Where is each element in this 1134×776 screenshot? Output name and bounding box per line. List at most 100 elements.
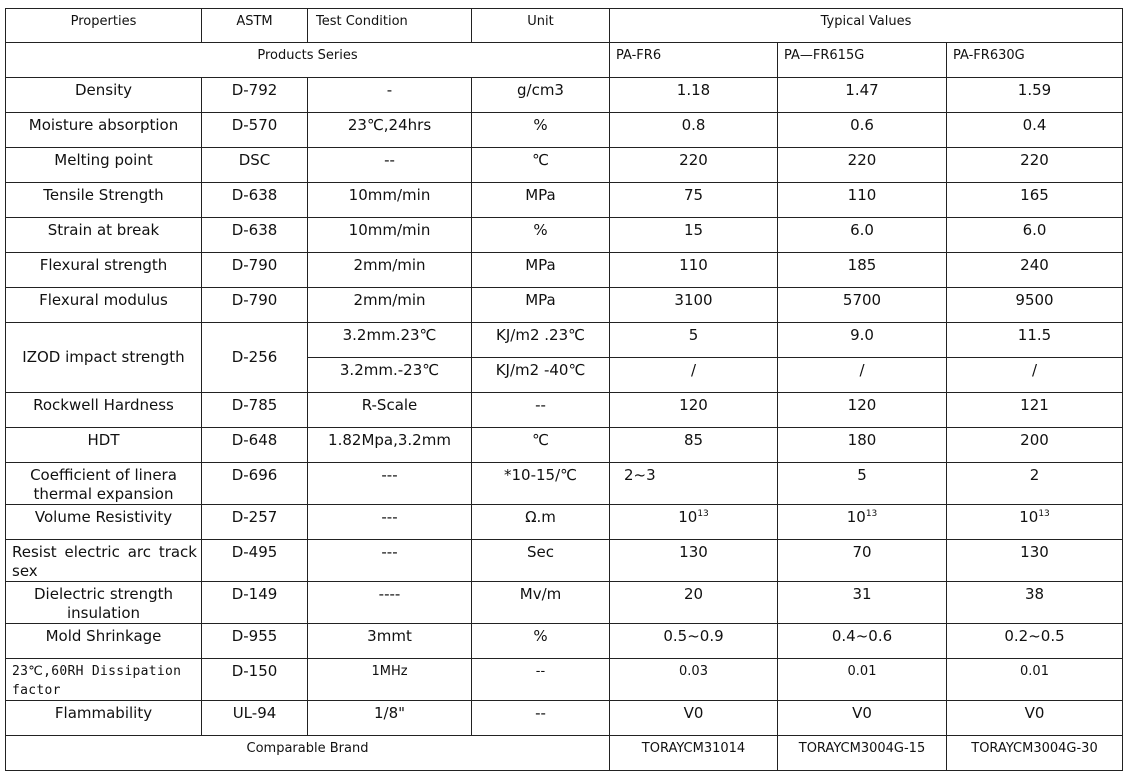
unit: %: [471, 112, 610, 148]
typical-value: 1013: [946, 504, 1123, 540]
value-text: 220: [679, 151, 708, 169]
exponent: 13: [697, 509, 709, 519]
value-text: 2~3: [624, 466, 656, 484]
value-text: 0.01: [1020, 664, 1049, 679]
test-condition: 10mm/min: [307, 182, 472, 218]
value-text: 31: [852, 585, 872, 603]
value-text: 1.47: [845, 81, 879, 99]
test-condition: 1.82Mpa,3.2mm: [307, 427, 472, 463]
header-row: Properties ASTM Test Condition Unit Typi…: [5, 8, 1123, 43]
table-row: Rockwell Hardness D-785 R-Scale -- 120 120 121: [5, 392, 1123, 428]
typical-value: 120: [609, 392, 778, 428]
test-condition: ---: [307, 462, 472, 505]
typical-value: 220: [777, 147, 947, 183]
value-text: 0.4: [1022, 116, 1047, 134]
astm-code: D-638: [201, 182, 308, 218]
value-text: 200: [1020, 431, 1049, 449]
typical-value: 185: [777, 252, 947, 288]
property-name: Tensile Strength: [5, 182, 202, 218]
value-text: 0.8: [681, 116, 706, 134]
value-text: 1.59: [1017, 81, 1052, 99]
property-name: Flammability: [5, 700, 202, 736]
products-series-label: Products Series: [5, 42, 610, 78]
test-condition: ---: [307, 504, 472, 540]
astm-code: D-256: [201, 322, 308, 393]
value-text: 0.2~0.5: [1004, 627, 1065, 645]
test-condition: 3mmt: [307, 623, 472, 659]
value-text: 120: [847, 396, 877, 414]
comparable-brand-value: TORAYCM3004G-30: [946, 735, 1123, 771]
value-text: 0.03: [679, 664, 708, 679]
test-condition: --: [307, 147, 472, 183]
table-row: Comparable Brand TORAYCM31014 TORAYCM3004G…: [5, 735, 1123, 771]
typical-value: 180: [777, 427, 947, 463]
typical-value: 0.5~0.9: [609, 623, 778, 659]
typical-value: 1.47: [777, 77, 947, 113]
unit: MPa: [471, 252, 610, 288]
typical-value: 70: [777, 539, 947, 582]
value-text: V0: [1024, 704, 1045, 722]
value-text: 15: [683, 221, 704, 239]
test-condition: R-Scale: [307, 392, 472, 428]
value-text: 165: [1020, 186, 1049, 204]
properties-table: Properties ASTM Test Condition Unit Typi…: [5, 8, 1123, 771]
typical-value: V0: [946, 700, 1123, 736]
products-series-row: Products Series PA-FR6 PA—FR615G PA-FR63…: [5, 42, 1123, 78]
table-row: Flexural modulus D-790 2mm/min MPa 3100 5700 9…: [5, 287, 1123, 323]
typical-value: 15: [609, 217, 778, 253]
property-name: Density: [5, 77, 202, 113]
table-row: Melting point DSC -- ℃ 220 220 220: [5, 147, 1123, 183]
test-condition: 23℃,24hrs: [307, 112, 472, 148]
unit: --: [471, 658, 610, 701]
unit: MPa: [471, 182, 610, 218]
comparable-brand-value: TORAYCM31014: [609, 735, 778, 771]
typical-value: 20: [609, 581, 778, 624]
typical-value: 0.03: [609, 658, 778, 701]
typical-value: 0.01: [946, 658, 1123, 701]
property-name: Melting point: [5, 147, 202, 183]
header-properties: Properties: [5, 8, 202, 43]
typical-value: V0: [609, 700, 778, 736]
astm-code: D-785: [201, 392, 308, 428]
table-row: Density D-792- g/cm3 1.18 1.47 1.59: [5, 77, 1123, 113]
property-name: Flexural modulus: [5, 287, 202, 323]
astm-code: DSC: [201, 147, 308, 183]
table-row: Resist electric arc track sex D-495 --- Sec…: [5, 539, 1123, 582]
typical-value: 38: [946, 581, 1123, 624]
property-name: Strain at break: [5, 217, 202, 253]
value-text: 75: [683, 186, 704, 204]
value-text: 38: [1024, 585, 1045, 603]
typical-value: 0.01: [777, 658, 947, 701]
table-row: Tensile Strength D-638 10mm/min MPa 75 110 165: [5, 182, 1123, 218]
typical-value: 11.5: [946, 322, 1123, 358]
value-text: 85: [683, 431, 704, 449]
value-text: 6.0: [850, 221, 874, 239]
value-text: 220: [1020, 151, 1049, 169]
test-condition: 2mm/min: [307, 252, 472, 288]
header-typical-values: Typical Values: [609, 8, 1123, 43]
property-name: Flexural strength: [5, 252, 202, 288]
typical-value: 75: [609, 182, 778, 218]
property-name: 23℃,60RH Dissipation factor: [5, 658, 202, 701]
typical-value: 200: [946, 427, 1123, 463]
property-name: Resist electric arc track sex: [5, 539, 202, 582]
unit: --: [471, 700, 610, 736]
property-name: HDT: [5, 427, 202, 463]
table-row: Flexural strength D-790 2mm/min MPa 110 185 24…: [5, 252, 1123, 288]
table-row: Strain at break D-638 10mm/min% 15 6.0 6.0: [5, 217, 1123, 253]
typical-value: 240: [946, 252, 1123, 288]
value-text: 240: [1020, 256, 1049, 274]
typical-value: 121: [946, 392, 1123, 428]
typical-value: 0.4: [946, 112, 1123, 148]
typical-value: 85: [609, 427, 778, 463]
typical-value: 31: [777, 581, 947, 624]
value-text: V0: [852, 704, 872, 722]
table-row: Coefficient of linera thermal expansion D…: [5, 462, 1123, 505]
unit: MPa: [471, 287, 610, 323]
property-name: Mold Shrinkage: [5, 623, 202, 659]
value-text: 0.6: [850, 116, 874, 134]
property-name: IZOD impact strength: [5, 322, 202, 393]
astm-code: D-638: [201, 217, 308, 253]
typical-value: 165: [946, 182, 1123, 218]
property-name: Coefficient of linera thermal expansion: [5, 462, 202, 505]
